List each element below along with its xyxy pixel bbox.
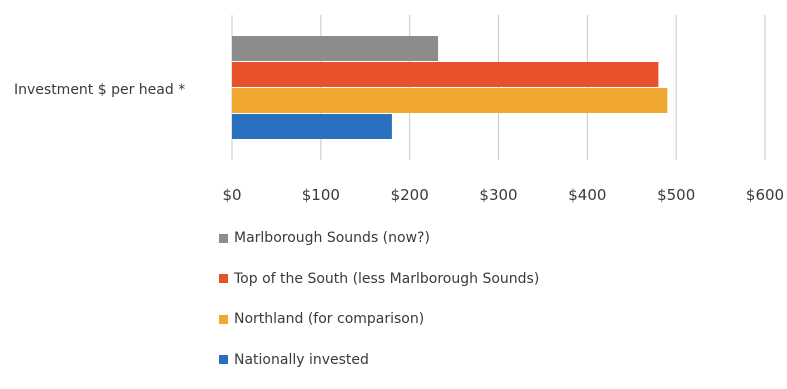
- legend-item-marlborough-sounds: Marlborough Sounds (now?): [219, 227, 539, 249]
- legend-item-northland: Northland (for comparison): [219, 308, 539, 330]
- x-tick-label: $400: [568, 186, 606, 204]
- x-axis-tick-labels: $0 $100 $200 $300 $400 $500 $600: [222, 186, 784, 204]
- legend: Marlborough Sounds (now?) Top of the Sou…: [219, 227, 539, 389]
- legend-swatch: [219, 274, 228, 283]
- legend-label: Top of the South (less Marlborough Sound…: [234, 270, 540, 287]
- legend-swatch: [219, 233, 228, 243]
- bar-northland-for-comparison: [232, 88, 668, 113]
- x-tick-label: $0: [222, 186, 241, 204]
- x-tick-label: $500: [657, 186, 695, 204]
- bars: [232, 36, 668, 139]
- x-tick-label: $100: [302, 186, 340, 204]
- legend-swatch: [219, 355, 228, 364]
- category-label: Investment $ per head *: [14, 82, 185, 98]
- bar-marlborough-sounds-now: [232, 36, 439, 61]
- x-tick-label: $200: [391, 186, 429, 204]
- legend-item-nationally-invested: Nationally invested: [219, 349, 539, 371]
- x-tick-label: $300: [479, 186, 517, 204]
- legend-swatch: [219, 314, 228, 324]
- legend-label: Marlborough Sounds (now?): [234, 230, 430, 246]
- bar-top-of-the-south-less-marlborough-sounds: [232, 62, 659, 87]
- chart-plot: $0 $100 $200 $300 $400 $500 $600 Investment $ …: [14, 15, 784, 204]
- legend-label: Northland (for comparison): [234, 311, 425, 327]
- x-tick-label: $600: [746, 186, 784, 204]
- chart: $0 $100 $200 $300 $400 $500 $600 Investment $ …: [14, 15, 784, 368]
- legend-item-top-of-the-south: Top of the South (less Marlborough Sound…: [219, 268, 539, 290]
- bar-nationally-invested: [232, 114, 392, 139]
- legend-label: Nationally invested: [234, 351, 369, 368]
